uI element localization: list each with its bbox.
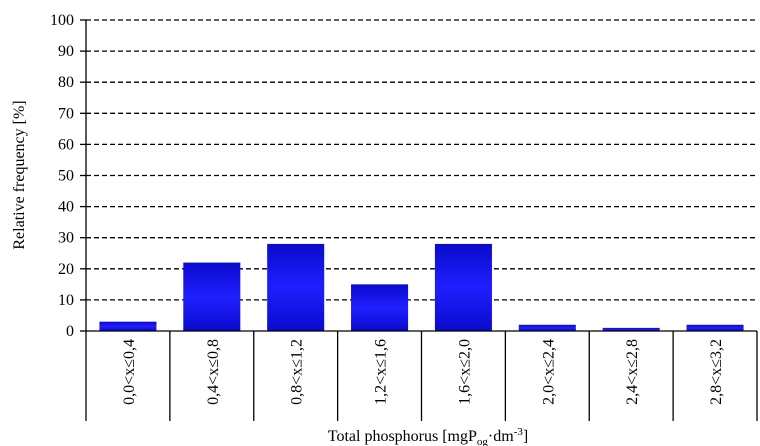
x-tick-label: 1,6<x≤2,0 [456,339,473,405]
y-tick-label: 50 [58,168,74,185]
y-tick-label: 100 [50,12,74,29]
bars [99,243,744,331]
bar [434,243,492,331]
x-axis-title-subscript: og [477,436,489,446]
gridlines [86,19,757,301]
bar [518,324,576,331]
y-tick-label: 70 [58,105,74,122]
x-axis-title-middle: ·dm [488,428,514,445]
y-tick-label: 30 [58,230,74,247]
y-tick-labels: 0 10 20 30 40 50 60 70 80 90 100 [50,12,74,340]
x-tick-label: 2,0<x≤2,4 [540,339,557,405]
x-axis-title-superscript: -3 [514,426,524,438]
x-axis-title: Total phosphorus [mgPog·dm-3] [328,426,528,446]
y-tick-label: 90 [58,43,74,60]
bar [183,262,241,331]
y-tick-label: 0 [66,323,74,340]
bar [267,243,325,331]
x-axis-title-base: Total phosphorus [mgP [328,428,477,445]
x-tick-label: 1,2<x≤1,6 [373,339,390,405]
bar [351,284,409,331]
x-tick-label: 2,8<x≤3,2 [708,339,725,405]
y-tick-label: 10 [58,292,74,309]
x-axis-title-end: ] [523,428,528,445]
y-tick-label: 40 [58,199,74,216]
x-tick-label: 0,0<x≤0,4 [121,339,138,405]
axes [80,19,758,421]
y-axis-title: Relative frequency [%] [11,100,28,249]
bar [686,324,744,331]
x-tick-labels: 0,0<x≤0,4 0,4<x≤0,8 0,8<x≤1,2 1,2<x≤1,6 1,6<… [121,339,725,405]
y-tick-label: 80 [58,74,74,91]
y-tick-label: 60 [58,136,74,153]
y-tick-label: 20 [58,261,74,278]
x-tick-label: 0,8<x≤1,2 [289,339,306,405]
x-tick-label: 2,4<x≤2,8 [624,339,641,405]
x-tick-label: 0,4<x≤0,8 [205,339,222,405]
bar [602,327,660,331]
bar [99,321,157,331]
